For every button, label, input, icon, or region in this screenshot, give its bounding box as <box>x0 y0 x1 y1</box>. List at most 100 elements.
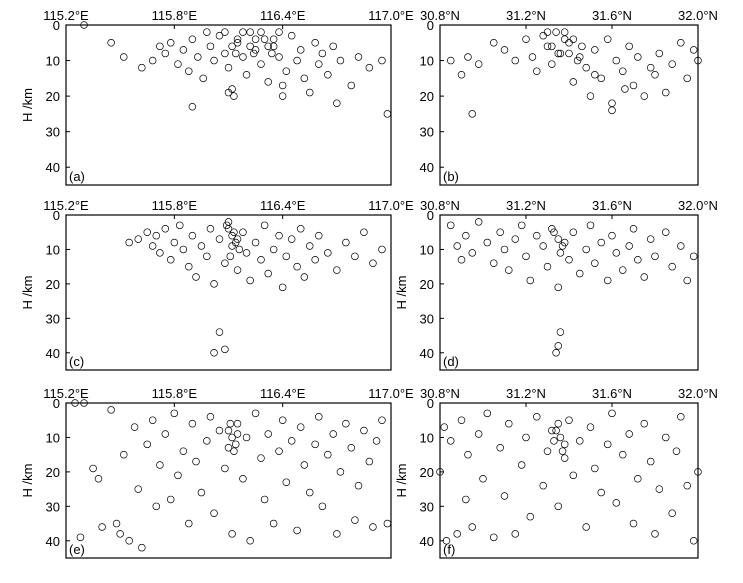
data-point <box>222 221 231 230</box>
data-point <box>206 225 215 233</box>
axis-frame <box>65 24 392 186</box>
data-point <box>282 478 291 486</box>
data-point <box>210 280 218 288</box>
data-point <box>116 530 124 538</box>
data-point <box>125 537 133 545</box>
data-point <box>694 56 702 65</box>
y-tick-label: 10 <box>420 242 434 257</box>
data-point <box>369 259 377 267</box>
data-point <box>597 238 605 247</box>
data-point <box>365 457 374 466</box>
x-tick-label: 116.4°E <box>260 8 306 23</box>
data-point <box>342 238 350 247</box>
data-point <box>556 433 565 442</box>
data-point <box>246 28 254 36</box>
data-point <box>552 349 560 357</box>
data-point <box>625 42 633 51</box>
data-point <box>221 464 229 473</box>
data-point <box>543 447 552 455</box>
data-point <box>554 419 562 428</box>
data-point <box>89 464 97 473</box>
data-point <box>130 423 139 431</box>
data-point <box>436 468 444 476</box>
data-point <box>597 488 605 497</box>
data-point <box>522 252 530 261</box>
data-point <box>239 475 247 483</box>
data-point <box>156 42 164 51</box>
data-point <box>490 533 498 542</box>
data-point <box>112 519 121 528</box>
data-point <box>347 81 356 90</box>
data-point <box>233 266 242 274</box>
data-point <box>174 60 182 68</box>
data-point <box>655 485 664 493</box>
data-point <box>447 437 455 445</box>
y-tick-label: 30 <box>420 311 434 326</box>
data-point <box>138 63 146 72</box>
data-point <box>505 419 513 428</box>
axis-frame <box>65 214 392 371</box>
data-point <box>511 530 520 538</box>
data-point <box>228 433 236 442</box>
data-point <box>318 49 327 58</box>
data-point <box>226 419 235 428</box>
data-point <box>625 242 633 250</box>
panel-c: 115.2°E 115.8°E 116.4°E 117.0°E 0 10 20 30 40 H /… <box>20 198 414 371</box>
data-point <box>329 430 337 438</box>
data-point <box>251 46 260 54</box>
data-point <box>161 49 170 58</box>
data-point <box>556 49 565 58</box>
data-point <box>228 42 236 51</box>
data-point <box>651 530 659 538</box>
data-point <box>188 103 197 111</box>
data-point <box>560 440 569 449</box>
data-point <box>442 537 451 545</box>
data-point <box>640 419 648 428</box>
data-point <box>71 399 79 407</box>
data-point <box>629 519 638 528</box>
data-point <box>440 423 449 431</box>
data-point <box>651 252 659 261</box>
y-tick-label: 40 <box>46 534 60 549</box>
data-point <box>125 238 133 247</box>
y-tick-label: 0 <box>427 18 434 33</box>
data-point <box>646 235 655 243</box>
data-point <box>528 53 537 61</box>
data-point <box>333 530 341 538</box>
data-point <box>661 228 670 236</box>
data-point <box>483 409 492 418</box>
y-tick-label: 30 <box>46 125 60 140</box>
x-tick-label: 117.0°E <box>368 198 414 213</box>
data-point <box>242 433 251 442</box>
data-point <box>179 245 188 254</box>
data-point <box>532 413 541 421</box>
data-point <box>185 262 193 271</box>
data-point <box>539 481 547 490</box>
data-point <box>134 235 142 243</box>
data-point <box>640 273 648 281</box>
data-point <box>306 488 314 497</box>
data-point <box>351 516 359 524</box>
data-point <box>231 440 240 449</box>
panel-f: 30.8°N 31.2°N 31.6°N 32.0°N 0 10 20 30 40 H /km (f… <box>394 386 718 559</box>
data-point <box>80 399 88 407</box>
data-point <box>336 56 345 65</box>
data-point <box>565 256 573 264</box>
data-point <box>629 81 638 90</box>
data-point <box>264 78 272 86</box>
data-point <box>694 468 702 476</box>
x-tick-label: 32.0°N <box>678 8 718 23</box>
x-tick-label: 31.2°N <box>506 8 546 23</box>
data-point <box>532 67 541 75</box>
data-point <box>683 481 691 490</box>
data-point <box>565 39 573 47</box>
data-point <box>230 447 238 455</box>
y-axis-label: H /km <box>20 88 35 122</box>
data-point <box>474 430 483 438</box>
data-point <box>170 409 179 418</box>
data-point <box>661 433 670 442</box>
data-point <box>522 35 530 43</box>
data-point <box>152 502 161 511</box>
data-point <box>496 228 504 236</box>
data-point <box>215 328 224 336</box>
